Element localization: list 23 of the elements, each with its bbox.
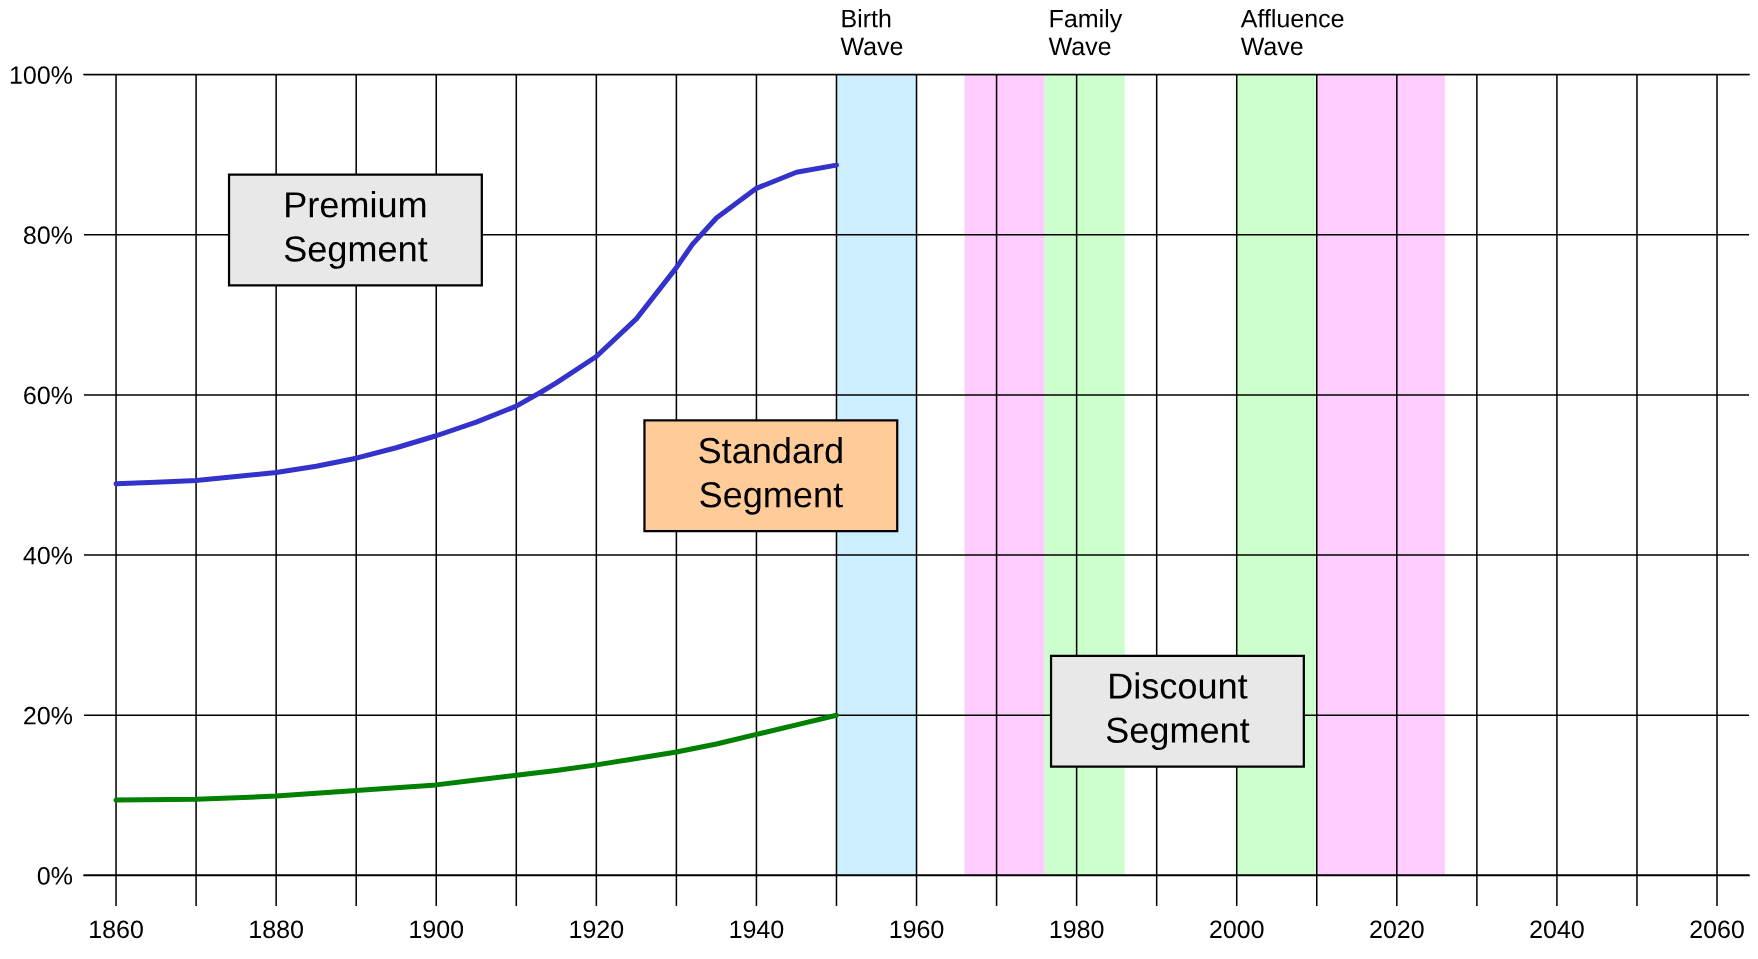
x-tick-label: 2060 (1690, 920, 1744, 939)
x-tick-label: 1960 (890, 920, 944, 939)
y-tick-label: 40% (23, 546, 73, 565)
annotation: Premium Segment (284, 191, 428, 269)
y-tick-label: 20% (24, 706, 73, 725)
y-tick-label: 0% (37, 866, 73, 885)
band-label: Birth Wave (840, 9, 903, 56)
band-label: Family Wave (1048, 9, 1123, 56)
band-label: Affluence Wave (1240, 9, 1344, 56)
annotation: Standard Segment (699, 436, 843, 515)
y-tick-label: 80% (23, 226, 73, 245)
annotation: Discount Segment (1106, 672, 1250, 751)
x-tick-label: 2000 (1210, 920, 1264, 939)
x-tick-label: 1980 (1050, 920, 1104, 939)
x-tick-label: 2020 (1370, 920, 1424, 939)
x-tick-label: 1860 (90, 920, 143, 939)
x-tick-label: 1940 (730, 920, 784, 939)
x-tick-label: 2040 (1530, 920, 1584, 939)
x-tick-label: 1880 (250, 920, 303, 939)
x-tick-label: 1920 (570, 920, 624, 939)
y-tick-label: 100% (10, 66, 73, 84)
x-tick-label: 1900 (410, 920, 464, 939)
y-tick-label: 60% (24, 386, 73, 405)
